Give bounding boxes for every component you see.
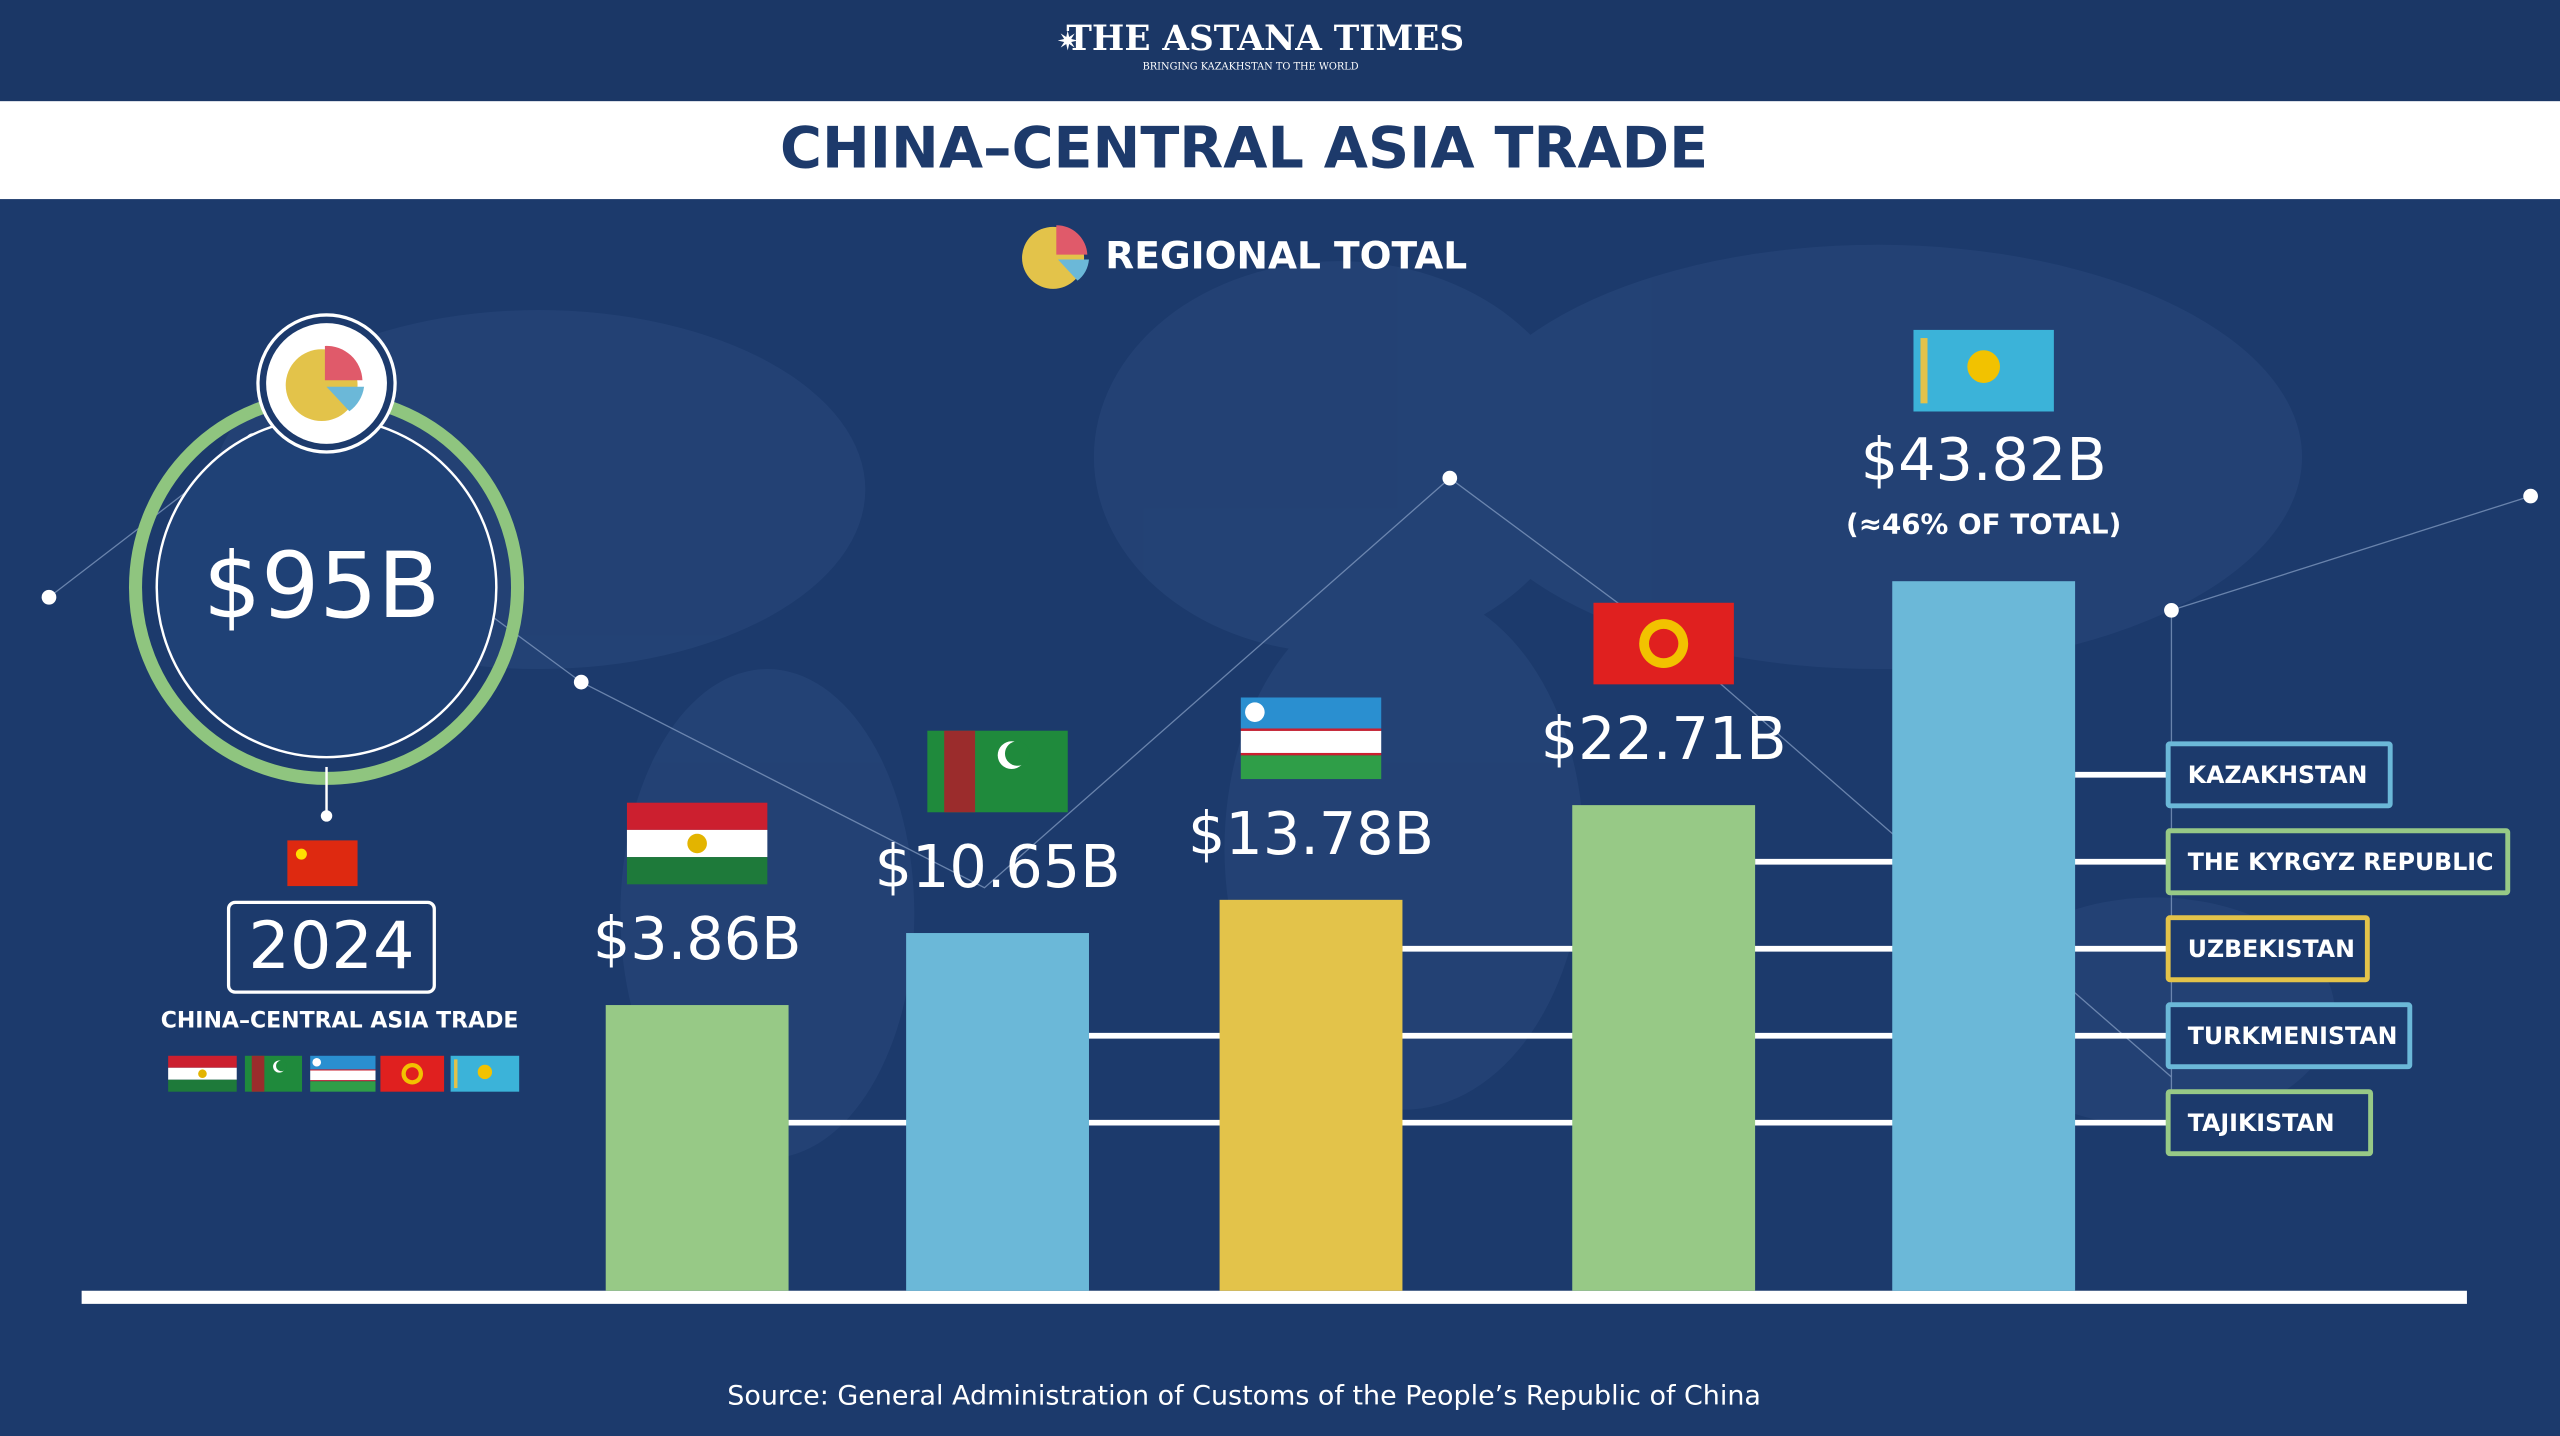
flag: [1240, 697, 1382, 780]
flag-part: [1004, 741, 1030, 766]
title-band: [0, 101, 2560, 200]
bar: [605, 1005, 789, 1291]
bar: [1892, 581, 2076, 1291]
year-box: [226, 900, 436, 994]
legend-box: [2165, 828, 2511, 896]
flag-part: [295, 848, 307, 860]
flag-part: [310, 1069, 376, 1071]
total-caption: CHINA–CENTRAL ASIA TRADE: [161, 1009, 519, 1034]
value-label: $22.71B: [1541, 704, 1787, 773]
flag: [1913, 329, 2054, 412]
legend-box: [2165, 741, 2393, 809]
flag-part: [1245, 702, 1265, 722]
tagline: BRINGING KAZAKHSTAN TO THE WORLD: [1143, 61, 1359, 72]
flag-part: [310, 1080, 376, 1082]
flag-part: [944, 730, 976, 813]
legend-label: UZBEKISTAN: [2188, 935, 2355, 963]
value-label: $43.82B: [1861, 425, 2107, 494]
flag: [168, 1055, 237, 1092]
flag-part: [687, 833, 707, 854]
flag-part: [312, 1057, 322, 1067]
flag-part: [168, 1055, 237, 1068]
flag-part: [310, 1081, 376, 1092]
flag-part: [405, 1067, 419, 1081]
flag-part: [1240, 752, 1382, 756]
flag-part: [276, 1060, 287, 1072]
flag-part: [1240, 728, 1382, 731]
bar: [1219, 899, 1403, 1291]
pie-icon: [285, 345, 365, 422]
total-value: $95B: [203, 532, 440, 639]
flag-part: [310, 1070, 376, 1081]
annotation: (≈46% OF TOTAL): [1846, 508, 2121, 541]
flag-part: [198, 1069, 207, 1079]
flag-part: [1920, 338, 1928, 404]
legend-label: THE KYRGYZ REPUBLIC: [2188, 848, 2494, 876]
masthead: THE ASTANA TIMES: [1066, 19, 1464, 59]
flag: [287, 840, 358, 887]
pie-icon: [1022, 225, 1089, 289]
flag: [244, 1055, 303, 1092]
bar: [906, 933, 1089, 1291]
legend-label: TAJIKISTAN: [2188, 1109, 2335, 1137]
flag-part: [251, 1055, 265, 1092]
legend-label: TURKMENISTAN: [2188, 1022, 2398, 1050]
flag: [927, 730, 1068, 813]
flag-part: [1967, 350, 2000, 383]
legend-label: KAZAKHSTAN: [2188, 761, 2368, 789]
flag-part: [626, 802, 768, 830]
subtitle: REGIONAL TOTAL: [1105, 233, 1467, 277]
value-label: $13.78B: [1188, 799, 1434, 868]
flag-part: [454, 1059, 458, 1089]
header-band: [0, 0, 2560, 102]
flag-part: [1648, 628, 1679, 659]
flag: [450, 1055, 520, 1092]
flag-part: [1240, 755, 1382, 780]
legend-box: [2165, 915, 2370, 983]
flag: [1593, 602, 1734, 685]
value-label: $10.65B: [875, 832, 1121, 901]
source: Source: General Administration of Custom…: [727, 1380, 1761, 1411]
value-label: $3.86B: [593, 904, 802, 973]
flag-part: [168, 1079, 237, 1092]
legend-box: [2165, 1002, 2413, 1070]
connector-dot: [320, 810, 333, 822]
flag-part: [626, 857, 768, 885]
flag-part: [477, 1064, 493, 1080]
flag: [310, 1055, 376, 1092]
bar: [1572, 805, 1756, 1291]
flag-part: [287, 840, 358, 887]
logo-icon: ✷: [1057, 27, 1079, 57]
flag-part: [310, 1055, 376, 1070]
flag-part: [1240, 730, 1382, 753]
legend-box: [2165, 1089, 2374, 1157]
flag: [380, 1055, 445, 1092]
flag: [626, 802, 768, 885]
year: 2024: [248, 908, 414, 984]
chart-title: CHINA–CENTRAL ASIA TRADE: [780, 115, 1708, 181]
